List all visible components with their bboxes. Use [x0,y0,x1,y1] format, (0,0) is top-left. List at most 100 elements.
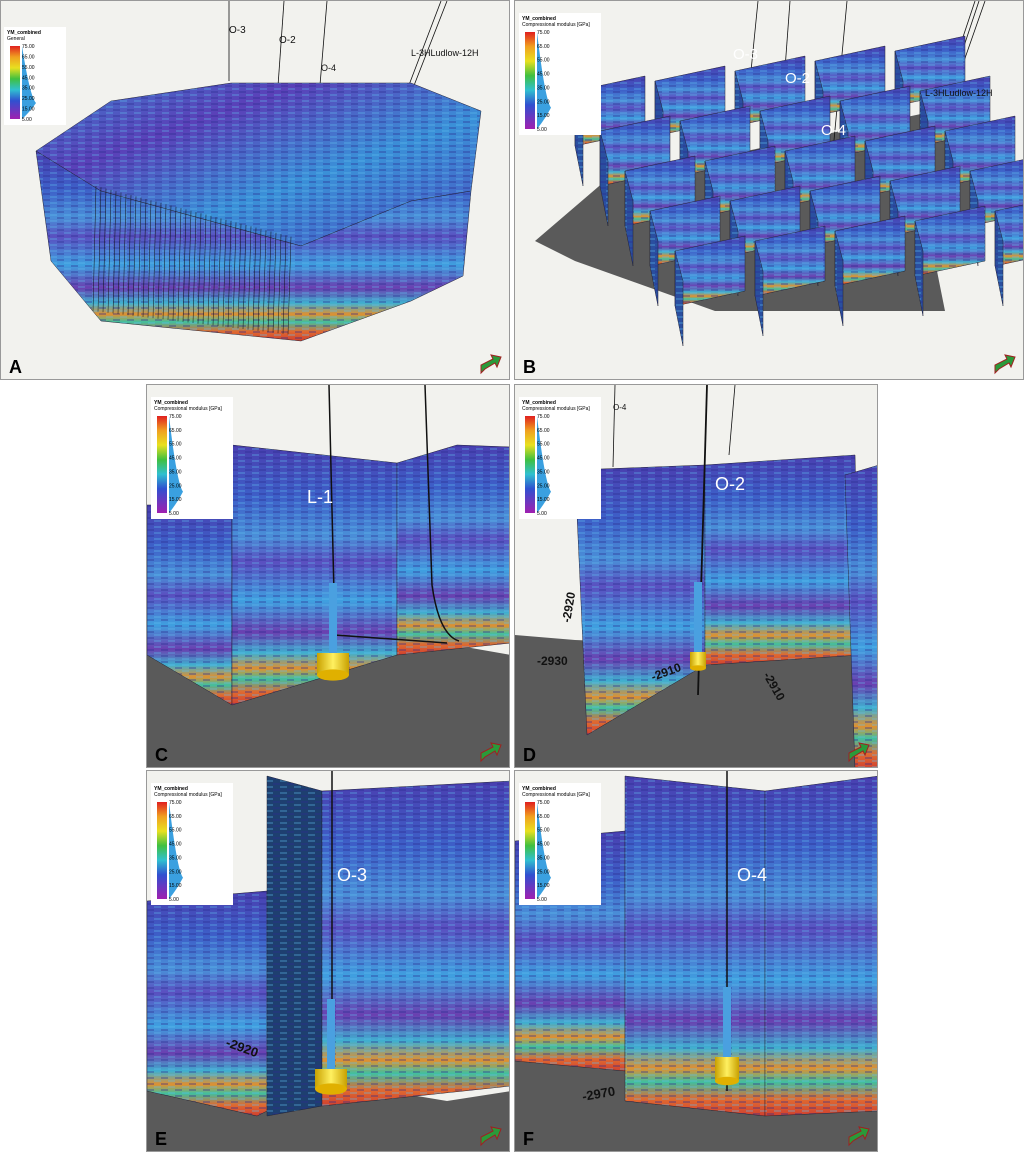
legend-tick: 5.00 [169,511,179,517]
well-marker-base [715,1076,739,1086]
well-path [237,223,242,329]
well-path [282,235,287,334]
wall-texture [625,776,765,1116]
grid-wall-texture [835,216,905,286]
legend-tick: 55.00 [537,828,550,834]
wall-texture [232,445,397,705]
legend-title: YM_combined [154,400,188,406]
legend-tick: 75.00 [22,44,35,50]
wall-texture [147,505,232,705]
contour-label: -2930 [537,654,568,668]
legend-title: YM_combined [7,30,41,36]
well-path [112,191,117,314]
well-log [327,999,335,1069]
histogram [169,802,183,899]
legend-tick: 45.00 [22,75,35,81]
well-path [277,234,282,334]
panel-letter: D [523,745,536,765]
well-path [217,218,222,327]
legend-tick: 45.00 [169,842,182,848]
well-path [147,200,152,318]
well-path [137,197,142,317]
cross-wall-texture [600,131,608,226]
cross-wall-texture [650,211,658,306]
side-wall-texture [36,151,471,341]
legend-subtitle: Compressional modulus [GPa] [154,792,222,798]
cross-wall-texture [995,211,1003,306]
legend-tick: 45.00 [537,72,550,78]
well-path [142,198,147,318]
well-path [172,206,177,321]
legend-tick: 45.00 [169,456,182,462]
well-path [192,211,197,324]
legend-tick: 25.00 [537,483,550,489]
wall-texture [765,776,877,1116]
wall-texture [267,776,322,1116]
histogram [169,416,183,513]
legend-tick: 15.00 [22,107,35,113]
colorbar [10,46,20,119]
well-path [728,385,736,456]
well-label: O-4 [821,122,846,139]
well-path [162,204,167,320]
legend-title: YM_combined [522,400,556,406]
well-path [267,231,272,333]
well-path [177,208,182,322]
grid-wall-texture [755,226,825,296]
grid-wall-texture [915,206,985,276]
legend-subtitle: Compressional modulus [GPa] [522,406,590,412]
legend-subtitle: General [7,36,25,42]
legend-tick: 25.00 [22,96,35,102]
wall-texture [147,891,267,1116]
well-label: L-1 [307,487,333,507]
legend-tick: 15.00 [537,497,550,503]
legend-tick: 5.00 [537,127,547,133]
legend-tick: 65.00 [169,428,182,434]
cross-wall-texture [835,231,843,326]
legend-tick: 35.00 [22,86,35,92]
wall-texture [397,445,509,655]
well-marker-base [690,665,706,671]
legend-tick: 35.00 [169,469,182,475]
legend-tick: 5.00 [169,897,179,903]
orientation-icon [848,1126,870,1147]
legend-tick: 45.00 [537,456,550,462]
panel-letter: C [155,745,168,765]
panel-letter: E [155,1129,167,1149]
well-log [329,583,337,653]
well-path [424,385,460,642]
orientation-icon [848,742,870,763]
well-label: O-3 [337,865,367,885]
legend-tick: 15.00 [537,113,550,119]
wall-texture [575,465,705,735]
well-path [252,227,257,331]
panel-letter: F [523,1129,534,1149]
well-path [277,1,285,87]
legend-tick: 55.00 [537,58,550,64]
legend-tick: 55.00 [22,65,35,71]
well-path [257,228,262,331]
legend-tick: 55.00 [169,442,182,448]
legend-tick: 55.00 [169,828,182,834]
cross-wall-texture [755,241,763,336]
well-label: O-2 [279,35,296,46]
wall-texture [705,455,860,665]
well-marker [690,652,706,668]
well-path [197,213,202,324]
legend-subtitle: Compressional modulus [GPa] [522,22,590,28]
legend-tick: 25.00 [537,869,550,875]
legend-tick: 75.00 [537,800,550,806]
well-log [723,987,731,1057]
legend-tick: 5.00 [537,511,547,517]
well-label: O-4 [613,403,627,412]
legend-tick: 5.00 [22,117,32,123]
wall-texture [845,465,877,767]
legend-tick: 65.00 [22,54,35,60]
legend-tick: 15.00 [537,883,550,889]
legend-tick: 35.00 [169,855,182,861]
